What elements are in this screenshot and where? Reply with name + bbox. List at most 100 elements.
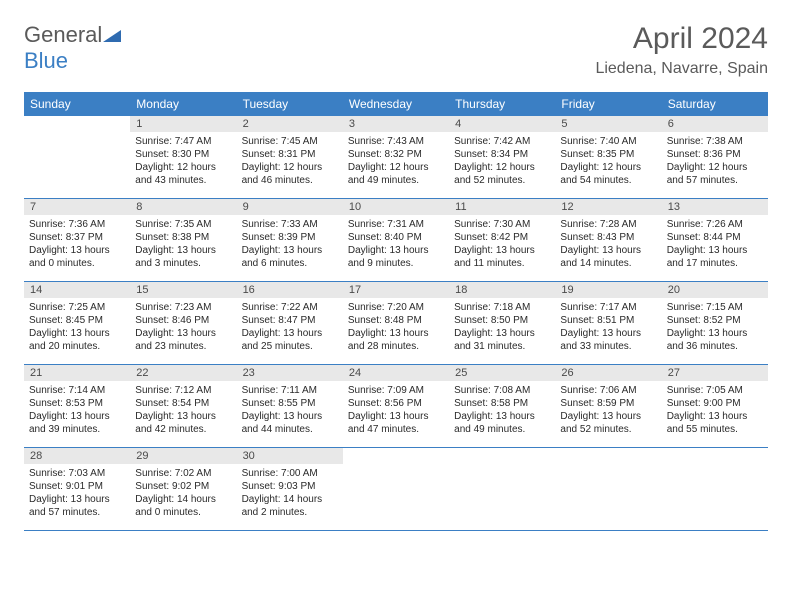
week-row: 28Sunrise: 7:03 AMSunset: 9:01 PMDayligh… <box>24 448 768 531</box>
sunrise-line: Sunrise: 7:36 AM <box>29 218 125 231</box>
sunrise-line: Sunrise: 7:42 AM <box>454 135 550 148</box>
sunset-line: Sunset: 8:38 PM <box>135 231 231 244</box>
header: GeneralBlue April 2024 Liedena, Navarre,… <box>24 22 768 78</box>
daylight-line: Daylight: 13 hours and 3 minutes. <box>135 244 231 270</box>
sunrise-line: Sunrise: 7:05 AM <box>667 384 763 397</box>
day-info: Sunrise: 7:09 AMSunset: 8:56 PMDaylight:… <box>343 381 449 440</box>
day-cell: 9Sunrise: 7:33 AMSunset: 8:39 PMDaylight… <box>237 199 343 281</box>
weekday-mon: Monday <box>130 92 236 116</box>
sunrise-line: Sunrise: 7:45 AM <box>242 135 338 148</box>
day-info: Sunrise: 7:05 AMSunset: 9:00 PMDaylight:… <box>662 381 768 440</box>
sunset-line: Sunset: 8:43 PM <box>560 231 656 244</box>
weekday-wed: Wednesday <box>343 92 449 116</box>
sunset-line: Sunset: 8:40 PM <box>348 231 444 244</box>
day-cell: 2Sunrise: 7:45 AMSunset: 8:31 PMDaylight… <box>237 116 343 198</box>
day-info: Sunrise: 7:00 AMSunset: 9:03 PMDaylight:… <box>237 464 343 523</box>
week-row: 21Sunrise: 7:14 AMSunset: 8:53 PMDayligh… <box>24 365 768 448</box>
day-number: 23 <box>237 365 343 381</box>
day-info: Sunrise: 7:03 AMSunset: 9:01 PMDaylight:… <box>24 464 130 523</box>
sunset-line: Sunset: 9:01 PM <box>29 480 125 493</box>
daylight-line: Daylight: 13 hours and 36 minutes. <box>667 327 763 353</box>
sunrise-line: Sunrise: 7:18 AM <box>454 301 550 314</box>
day-info: Sunrise: 7:40 AMSunset: 8:35 PMDaylight:… <box>555 132 661 191</box>
day-cell: 3Sunrise: 7:43 AMSunset: 8:32 PMDaylight… <box>343 116 449 198</box>
sunrise-line: Sunrise: 7:22 AM <box>242 301 338 314</box>
sunset-line: Sunset: 8:34 PM <box>454 148 550 161</box>
sunset-line: Sunset: 8:48 PM <box>348 314 444 327</box>
day-info: Sunrise: 7:45 AMSunset: 8:31 PMDaylight:… <box>237 132 343 191</box>
day-info: Sunrise: 7:14 AMSunset: 8:53 PMDaylight:… <box>24 381 130 440</box>
day-number: 16 <box>237 282 343 298</box>
daylight-line: Daylight: 14 hours and 0 minutes. <box>135 493 231 519</box>
day-info: Sunrise: 7:17 AMSunset: 8:51 PMDaylight:… <box>555 298 661 357</box>
day-number: 19 <box>555 282 661 298</box>
logo-text: GeneralBlue <box>24 22 121 74</box>
sunset-line: Sunset: 8:56 PM <box>348 397 444 410</box>
logo: GeneralBlue <box>24 22 121 74</box>
day-info: Sunrise: 7:08 AMSunset: 8:58 PMDaylight:… <box>449 381 555 440</box>
day-info: Sunrise: 7:43 AMSunset: 8:32 PMDaylight:… <box>343 132 449 191</box>
day-number: 1 <box>130 116 236 132</box>
sunset-line: Sunset: 8:36 PM <box>667 148 763 161</box>
daylight-line: Daylight: 13 hours and 33 minutes. <box>560 327 656 353</box>
daylight-line: Daylight: 13 hours and 57 minutes. <box>29 493 125 519</box>
month-title: April 2024 <box>595 22 768 56</box>
sunrise-line: Sunrise: 7:11 AM <box>242 384 338 397</box>
day-info: Sunrise: 7:18 AMSunset: 8:50 PMDaylight:… <box>449 298 555 357</box>
daylight-line: Daylight: 12 hours and 49 minutes. <box>348 161 444 187</box>
daylight-line: Daylight: 13 hours and 25 minutes. <box>242 327 338 353</box>
daylight-line: Daylight: 13 hours and 23 minutes. <box>135 327 231 353</box>
day-number: 12 <box>555 199 661 215</box>
sunrise-line: Sunrise: 7:08 AM <box>454 384 550 397</box>
title-block: April 2024 Liedena, Navarre, Spain <box>595 22 768 78</box>
day-info: Sunrise: 7:47 AMSunset: 8:30 PMDaylight:… <box>130 132 236 191</box>
sunset-line: Sunset: 8:54 PM <box>135 397 231 410</box>
day-number: 21 <box>24 365 130 381</box>
sunrise-line: Sunrise: 7:15 AM <box>667 301 763 314</box>
sunrise-line: Sunrise: 7:06 AM <box>560 384 656 397</box>
daylight-line: Daylight: 13 hours and 39 minutes. <box>29 410 125 436</box>
daylight-line: Daylight: 13 hours and 0 minutes. <box>29 244 125 270</box>
day-number: 17 <box>343 282 449 298</box>
daylight-line: Daylight: 13 hours and 20 minutes. <box>29 327 125 353</box>
day-cell: 5Sunrise: 7:40 AMSunset: 8:35 PMDaylight… <box>555 116 661 198</box>
day-number: 5 <box>555 116 661 132</box>
day-info: Sunrise: 7:22 AMSunset: 8:47 PMDaylight:… <box>237 298 343 357</box>
day-number: 18 <box>449 282 555 298</box>
logo-triangle-icon <box>103 22 121 48</box>
day-number: 7 <box>24 199 130 215</box>
sunrise-line: Sunrise: 7:26 AM <box>667 218 763 231</box>
calendar-page: GeneralBlue April 2024 Liedena, Navarre,… <box>0 0 792 543</box>
day-cell: 20Sunrise: 7:15 AMSunset: 8:52 PMDayligh… <box>662 282 768 364</box>
day-cell: 13Sunrise: 7:26 AMSunset: 8:44 PMDayligh… <box>662 199 768 281</box>
day-number: 25 <box>449 365 555 381</box>
sunrise-line: Sunrise: 7:20 AM <box>348 301 444 314</box>
weekday-sun: Sunday <box>24 92 130 116</box>
sunset-line: Sunset: 8:35 PM <box>560 148 656 161</box>
sunset-line: Sunset: 8:50 PM <box>454 314 550 327</box>
day-info: Sunrise: 7:35 AMSunset: 8:38 PMDaylight:… <box>130 215 236 274</box>
sunset-line: Sunset: 8:31 PM <box>242 148 338 161</box>
sunset-line: Sunset: 9:00 PM <box>667 397 763 410</box>
sunrise-line: Sunrise: 7:28 AM <box>560 218 656 231</box>
day-cell: 7Sunrise: 7:36 AMSunset: 8:37 PMDaylight… <box>24 199 130 281</box>
day-cell: 22Sunrise: 7:12 AMSunset: 8:54 PMDayligh… <box>130 365 236 447</box>
day-info: Sunrise: 7:31 AMSunset: 8:40 PMDaylight:… <box>343 215 449 274</box>
daylight-line: Daylight: 13 hours and 14 minutes. <box>560 244 656 270</box>
day-cell: 27Sunrise: 7:05 AMSunset: 9:00 PMDayligh… <box>662 365 768 447</box>
day-info: Sunrise: 7:15 AMSunset: 8:52 PMDaylight:… <box>662 298 768 357</box>
day-cell: 23Sunrise: 7:11 AMSunset: 8:55 PMDayligh… <box>237 365 343 447</box>
sunrise-line: Sunrise: 7:35 AM <box>135 218 231 231</box>
sunset-line: Sunset: 8:58 PM <box>454 397 550 410</box>
day-info: Sunrise: 7:12 AMSunset: 8:54 PMDaylight:… <box>130 381 236 440</box>
logo-text-1: General <box>24 22 102 47</box>
day-number: 27 <box>662 365 768 381</box>
daylight-line: Daylight: 12 hours and 52 minutes. <box>454 161 550 187</box>
sunrise-line: Sunrise: 7:43 AM <box>348 135 444 148</box>
daylight-line: Daylight: 12 hours and 43 minutes. <box>135 161 231 187</box>
sunrise-line: Sunrise: 7:23 AM <box>135 301 231 314</box>
daylight-line: Daylight: 14 hours and 2 minutes. <box>242 493 338 519</box>
day-cell: 6Sunrise: 7:38 AMSunset: 8:36 PMDaylight… <box>662 116 768 198</box>
daylight-line: Daylight: 12 hours and 54 minutes. <box>560 161 656 187</box>
day-info: Sunrise: 7:26 AMSunset: 8:44 PMDaylight:… <box>662 215 768 274</box>
